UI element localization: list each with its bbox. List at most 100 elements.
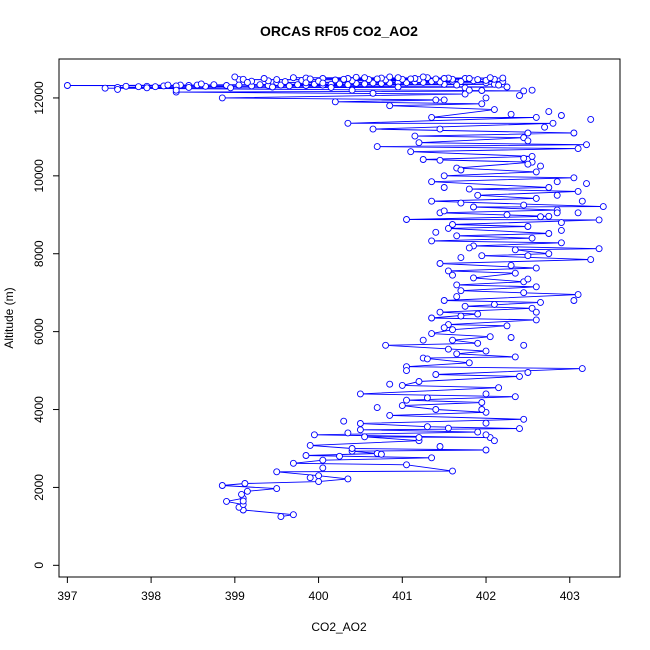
data-point <box>428 113 436 121</box>
data-point <box>197 80 205 88</box>
data-point <box>143 84 151 92</box>
data-point <box>294 81 302 89</box>
data-point <box>507 110 515 118</box>
data-point <box>465 86 473 94</box>
data-point <box>453 81 461 89</box>
data-point <box>524 160 532 168</box>
data-point <box>218 94 226 102</box>
y-tick-label: 4000 <box>32 396 46 423</box>
data-point <box>403 367 410 375</box>
data-point <box>583 180 590 188</box>
data-point <box>444 267 452 275</box>
data-point <box>419 156 427 163</box>
data-point <box>465 185 473 193</box>
data-point <box>465 244 473 252</box>
data-point <box>423 394 431 402</box>
data-point <box>532 316 540 324</box>
data-point <box>557 219 565 227</box>
data-point <box>503 322 511 330</box>
x-tick-label: 401 <box>392 589 412 603</box>
y-tick-label: 10000 <box>32 159 46 193</box>
data-point <box>101 84 109 92</box>
data-point <box>478 399 486 406</box>
series-layer <box>63 73 607 521</box>
data-point <box>319 79 327 87</box>
x-tick-label: 402 <box>476 589 496 603</box>
data-point <box>243 487 251 495</box>
data-point <box>457 199 465 207</box>
data-point <box>289 511 297 519</box>
data-point <box>449 336 456 344</box>
data-point <box>210 81 218 89</box>
data-point <box>465 359 473 367</box>
data-point <box>516 92 523 100</box>
data-point <box>474 310 482 318</box>
data-point <box>511 246 519 254</box>
data-point <box>172 86 180 94</box>
data-point <box>428 314 436 322</box>
data-point <box>436 308 444 316</box>
data-point <box>423 355 431 363</box>
data-point <box>289 74 297 82</box>
data-point <box>524 369 532 376</box>
data-point <box>114 85 122 93</box>
data-point <box>545 212 553 220</box>
data-point <box>340 75 348 83</box>
data-point <box>453 293 461 301</box>
data-point <box>574 145 582 153</box>
data-point <box>516 425 523 433</box>
data-point <box>499 74 507 82</box>
data-point <box>373 404 381 412</box>
data-point <box>382 341 390 349</box>
y-tick-label: 2000 <box>32 474 46 501</box>
data-point <box>440 172 448 180</box>
data-point <box>532 308 540 316</box>
x-axis-label: CO2_AO2 <box>311 620 367 634</box>
data-point <box>595 245 603 253</box>
data-point <box>344 429 352 437</box>
data-point <box>336 80 343 88</box>
data-point <box>436 156 444 164</box>
data-point <box>453 281 461 289</box>
data-point <box>302 79 310 87</box>
data-point <box>570 174 578 182</box>
data-point <box>436 260 444 267</box>
y-tick-label: 8000 <box>32 240 46 267</box>
data-point <box>306 441 314 449</box>
data-point <box>457 166 465 174</box>
y-tick-label: 0 <box>32 562 46 569</box>
data-point <box>327 83 335 91</box>
data-point <box>415 434 423 442</box>
y-tick-label: 6000 <box>32 318 46 345</box>
data-point <box>507 261 515 269</box>
data-point <box>331 98 339 106</box>
data-point <box>428 197 436 205</box>
data-point <box>465 75 473 82</box>
data-point <box>595 216 603 224</box>
data-point <box>356 420 364 427</box>
data-point <box>306 474 314 482</box>
data-point <box>524 223 532 230</box>
data-point <box>403 396 410 404</box>
data-point <box>490 300 498 308</box>
data-point <box>470 203 477 211</box>
data-point <box>528 152 536 160</box>
data-point <box>398 402 406 410</box>
data-point <box>302 452 310 459</box>
data-point <box>511 353 519 361</box>
data-point <box>545 108 553 116</box>
data-point <box>520 87 528 95</box>
data-point <box>415 378 423 385</box>
data-point <box>503 211 511 219</box>
data-point <box>440 297 448 304</box>
data-point <box>432 96 440 104</box>
data-point <box>352 73 360 81</box>
data-point <box>449 467 456 475</box>
data-point <box>528 304 536 312</box>
data-point <box>407 75 415 83</box>
data-point <box>361 433 369 441</box>
data-point <box>415 139 423 147</box>
data-point <box>553 191 561 199</box>
data-point <box>570 297 578 304</box>
